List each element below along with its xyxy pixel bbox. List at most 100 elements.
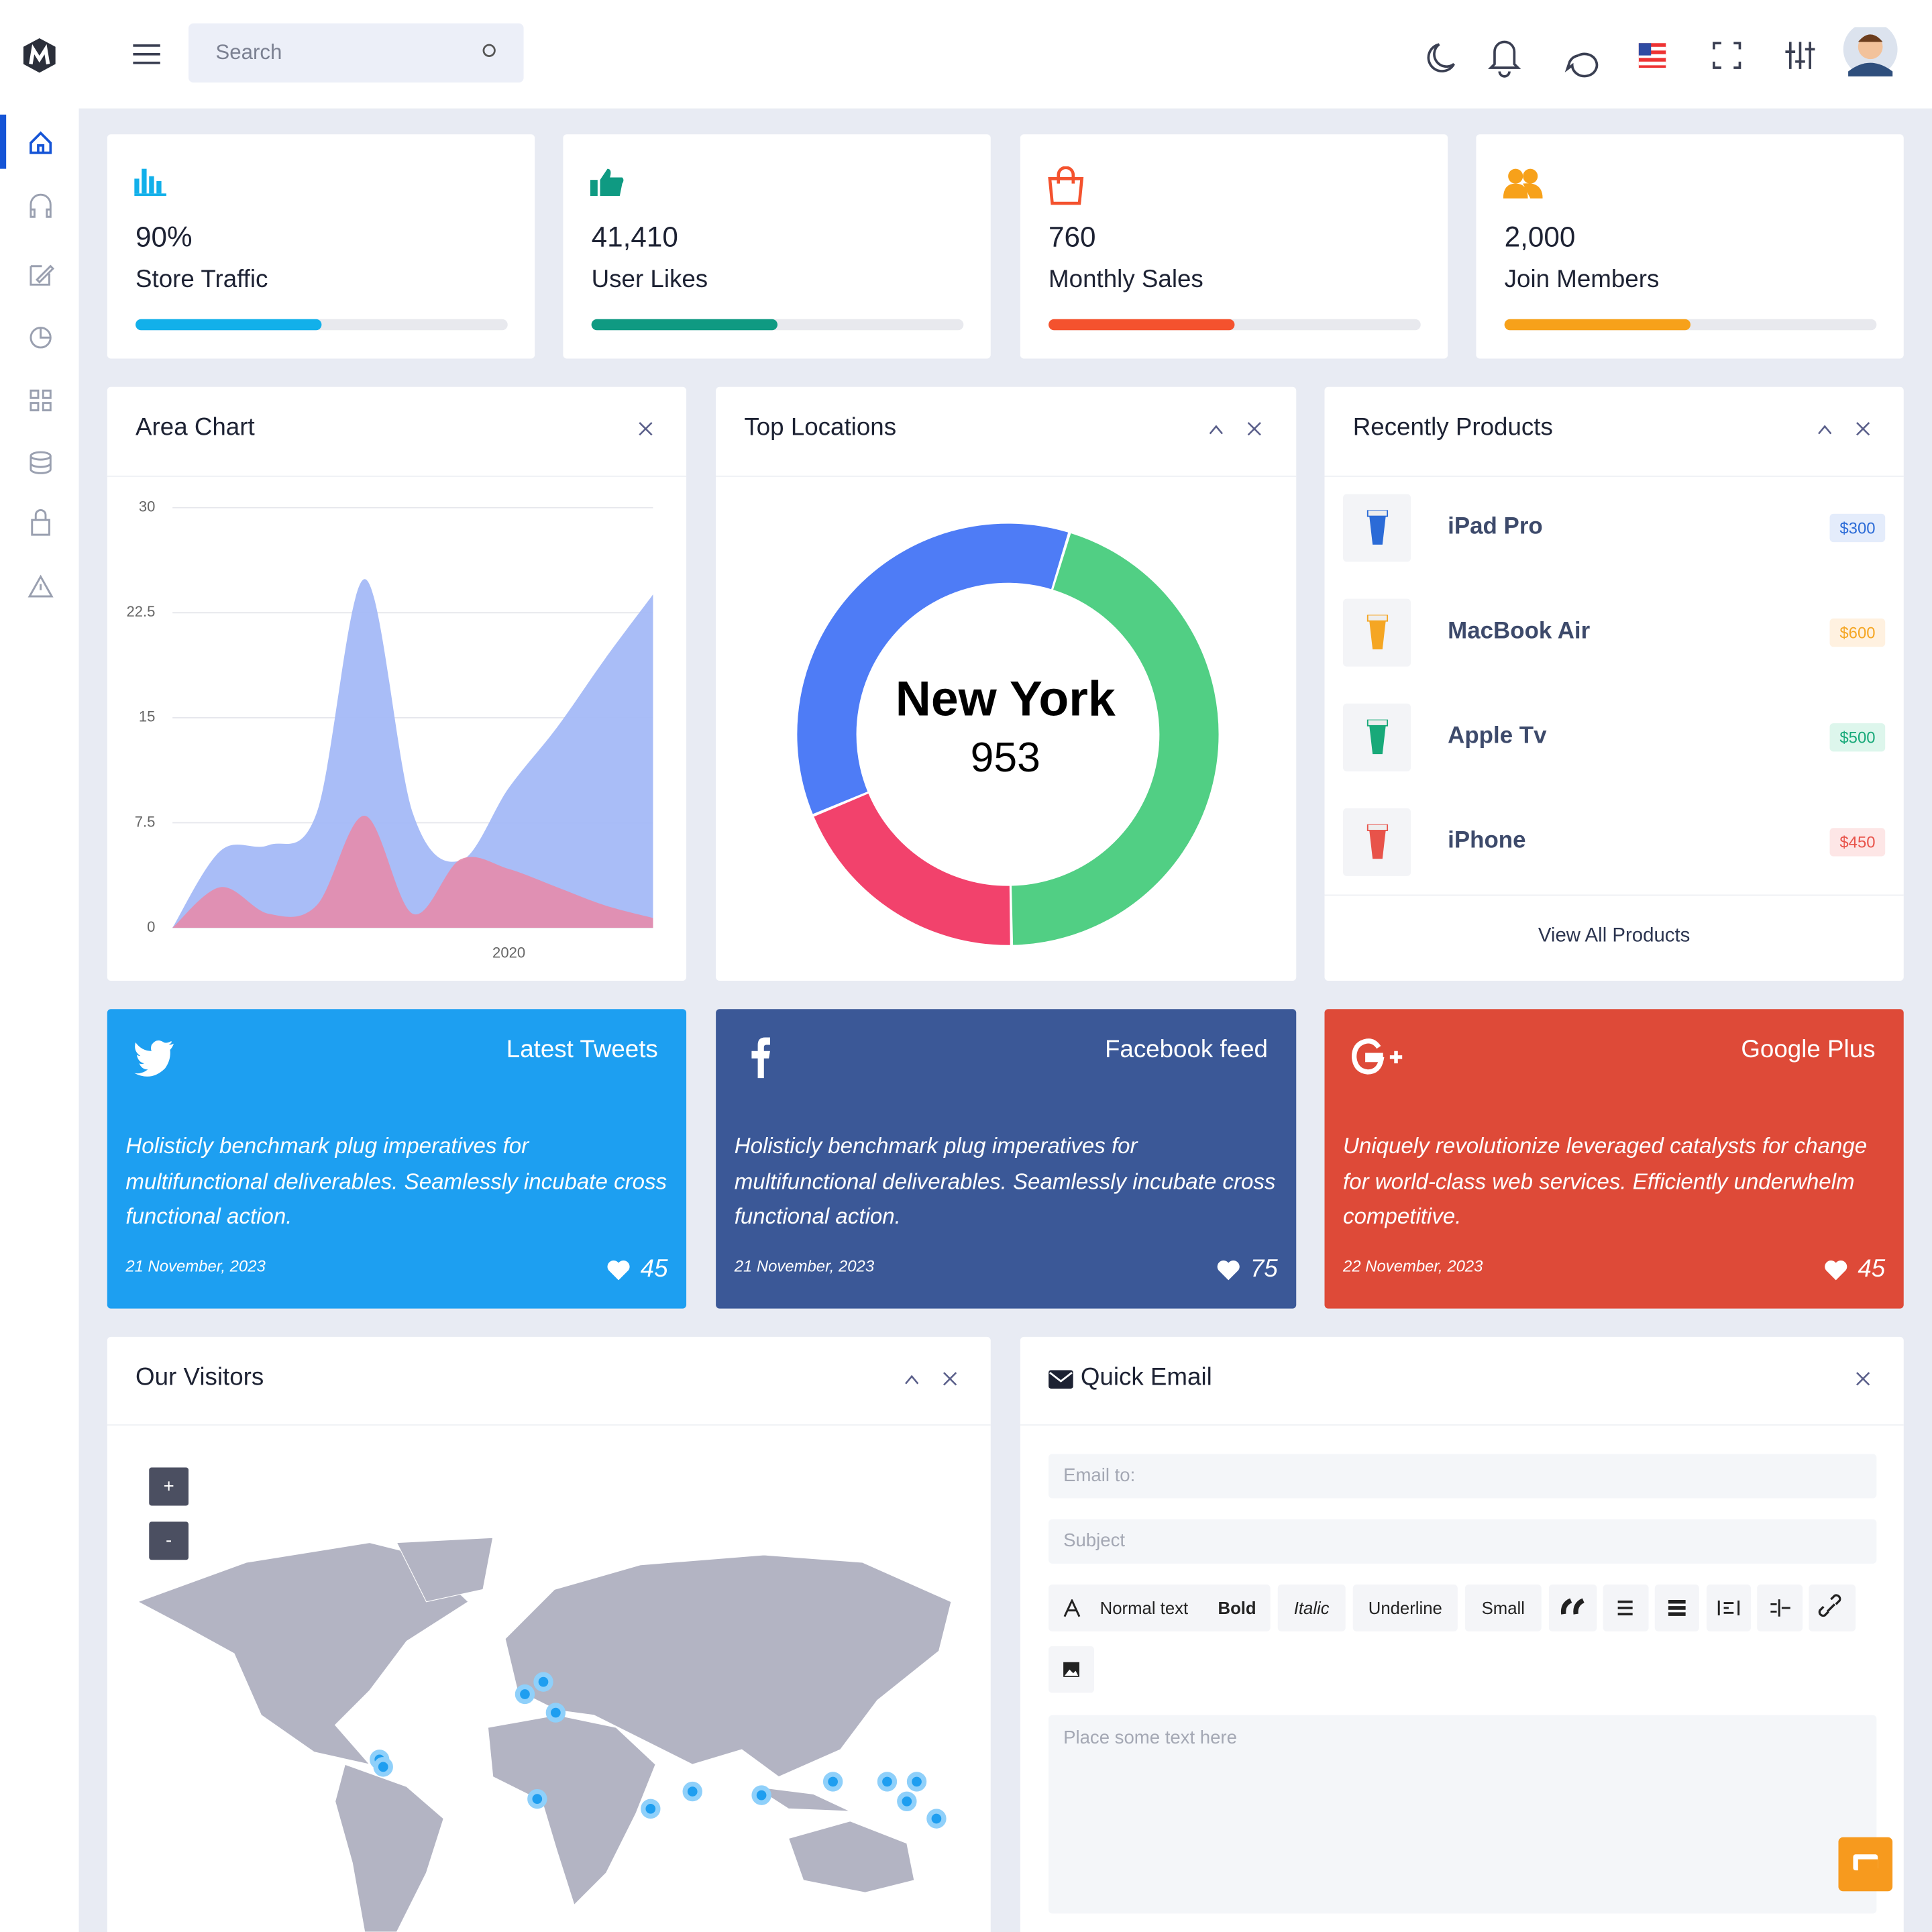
card-controls[interactable] (1209, 421, 1265, 436)
icon-shape (137, 1537, 952, 1932)
icon-shape (600, 168, 624, 197)
toolbar-button[interactable]: Small (1464, 1585, 1542, 1631)
icon-shape (149, 176, 154, 194)
icon-shape (607, 1260, 630, 1281)
stat-label: Monthly Sales (1049, 266, 1203, 294)
icon-shape (30, 193, 52, 218)
toolbar-button[interactable]: Normal text (1049, 1585, 1218, 1631)
icon-shape (1389, 1051, 1403, 1064)
donut-card: Top Locations New York 953 (716, 386, 1297, 981)
icon-shape (1818, 422, 1870, 436)
body-input[interactable]: Place some text here (1049, 1715, 1877, 1914)
menu-button[interactable] (132, 43, 162, 65)
stat-value: 2,000 (1504, 220, 1576, 253)
toolbar-button[interactable]: Bold (1203, 1585, 1271, 1631)
icon-shape (788, 1821, 915, 1893)
area-chart: 0 7.5 15 22.5 30 2020 (127, 498, 653, 961)
area-series (172, 816, 653, 928)
divider (1020, 1424, 1904, 1426)
email-to-input[interactable]: Email to: (1049, 1454, 1877, 1499)
y-tick-label: 7.5 (135, 813, 156, 830)
social-card: Latest Tweets Holisticly benchmark plug i… (107, 1009, 687, 1309)
chat-button[interactable] (1838, 1837, 1893, 1892)
text-style-icon (1063, 1599, 1081, 1617)
icon-shape (1351, 1038, 1385, 1075)
icon-shape (29, 44, 50, 64)
sidebar-icons[interactable] (25, 123, 57, 604)
icon-shape (1048, 177, 1084, 205)
icon-shape (1713, 42, 1741, 69)
icon-shape (1503, 183, 1543, 199)
stat-icon (590, 168, 624, 197)
product-thumb (1343, 808, 1411, 876)
icon-shape (1548, 1585, 1597, 1631)
card-controls[interactable] (904, 1371, 960, 1386)
progress-track (1049, 319, 1421, 331)
social-card: Facebook feed Holisticly benchmark plug i… (716, 1009, 1297, 1309)
toolbar-button[interactable]: Underline (1352, 1585, 1458, 1631)
close-button[interactable] (1856, 1371, 1870, 1386)
icon-shape (1063, 1599, 1081, 1617)
progress-track (136, 319, 508, 331)
toolbar-icons[interactable] (1548, 1585, 1857, 1695)
zoom-in[interactable]: + (149, 1467, 189, 1506)
toolbar-button[interactable]: Italic (1277, 1585, 1346, 1631)
icon-shape (527, 1788, 547, 1809)
social-text: Holisticly benchmark plug imperatives fo… (734, 1133, 1276, 1229)
social-card: Google Plus Uniquely revolutionize levera… (1324, 1009, 1904, 1309)
icon-shape (137, 1542, 469, 1766)
icon-shape (1638, 43, 1652, 56)
icon-shape (134, 178, 140, 194)
price-badge: $600 (1829, 619, 1886, 647)
header-icons (1427, 27, 1898, 78)
heart-icon (1825, 1260, 1847, 1281)
stat-label: Store Traffic (136, 266, 268, 294)
icon-shape (1488, 40, 1521, 78)
thumb-icon (1366, 824, 1389, 859)
icon-shape (396, 1537, 494, 1603)
icon-shape (1508, 168, 1523, 184)
products-card: Recently Products View All Products iPad… (1324, 386, 1904, 981)
center-label: New York (896, 670, 1116, 726)
icon-shape (1706, 1585, 1752, 1631)
icon-shape (28, 574, 54, 598)
card-controls[interactable] (1817, 421, 1873, 436)
zoom-out[interactable]: - (149, 1521, 189, 1560)
icon-shape (1617, 1600, 1633, 1615)
progress-bar (1504, 319, 1691, 331)
icon-shape (133, 44, 160, 64)
icon-shape (1564, 52, 1599, 78)
image-button[interactable] (1049, 1646, 1095, 1693)
subject-input[interactable]: Subject (1049, 1519, 1877, 1564)
icon-shape (1366, 824, 1389, 831)
card-title: Quick Email (1080, 1364, 1212, 1391)
product-thumb (1343, 494, 1411, 562)
y-tick-label: 22.5 (127, 603, 156, 620)
view-all-link[interactable]: View All Products (1538, 925, 1690, 947)
search-placeholder: Search (215, 40, 282, 64)
icon-shape (1668, 1600, 1686, 1616)
social-title: Facebook feed (1104, 1036, 1269, 1064)
donut-segment (1011, 533, 1219, 945)
close-button[interactable] (638, 421, 653, 436)
stat-label: User Likes (591, 266, 708, 294)
card-title: Area Chart (136, 414, 255, 441)
icon-shape (1368, 826, 1387, 859)
like-count: 45 (640, 1255, 668, 1283)
search-box[interactable]: Search (189, 23, 524, 83)
y-tick-label: 0 (147, 918, 155, 935)
card-title: Our Visitors (136, 1364, 264, 1391)
icon-shape (1825, 1260, 1847, 1281)
icon-shape (639, 422, 653, 436)
stat-value: 90% (136, 220, 193, 253)
divider (1324, 894, 1904, 896)
icon-shape (30, 455, 52, 474)
donut-segment (814, 793, 1010, 945)
icon-shape (1523, 168, 1538, 184)
like-count: 45 (1858, 1255, 1886, 1283)
icon-shape (1057, 166, 1075, 184)
icon-shape (1858, 34, 1883, 42)
